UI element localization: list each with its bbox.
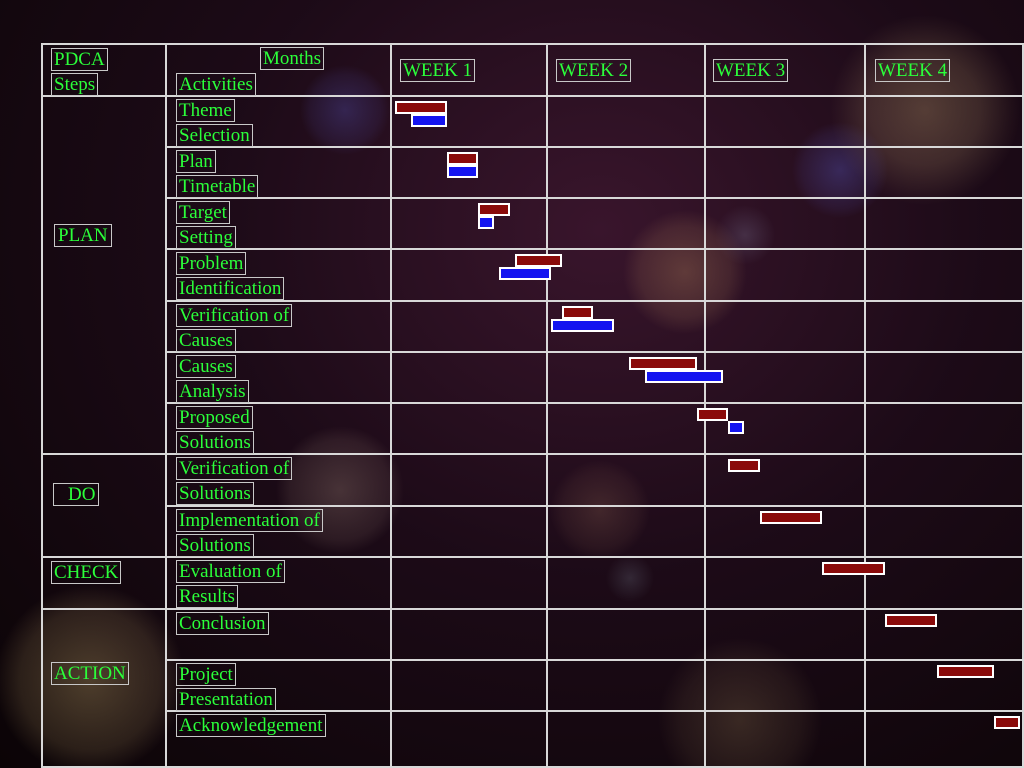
activity-label-line2: Setting — [176, 226, 236, 249]
grid-hline — [41, 43, 1024, 45]
actual-bar — [410, 114, 448, 127]
grid-vline — [165, 43, 167, 766]
actual-bar — [728, 421, 745, 434]
grid-hline — [165, 197, 1024, 199]
grid-hline — [41, 95, 1024, 97]
activity-label-line1: Proposed — [176, 406, 253, 429]
activity-label-line1: Problem — [176, 252, 247, 275]
activity-label-line2: Solutions — [176, 534, 254, 557]
activity-label-line1: Evaluation of — [176, 560, 285, 583]
activity-label-line2: Analysis — [176, 380, 249, 403]
actual-bar — [551, 319, 614, 332]
step-check: CHECK — [51, 561, 122, 584]
activity-label-line2: Identification — [176, 277, 285, 300]
activity-label-line1: Conclusion — [176, 612, 269, 635]
activities-header: Activities — [176, 73, 256, 96]
grid-vline — [41, 43, 43, 766]
week-1-header: WEEK 1 — [400, 59, 476, 82]
grid-hline — [165, 659, 1024, 661]
grid-hline — [165, 146, 1024, 148]
pdca-header-line1: PDCA — [51, 48, 108, 71]
activity-label-line2: Selection — [176, 124, 253, 147]
step-plan: PLAN — [54, 224, 112, 247]
pdca-header-line2: Steps — [51, 73, 99, 96]
planned-bar — [447, 152, 479, 165]
activity-label-line2: Timetable — [176, 175, 259, 198]
planned-bar — [697, 408, 729, 421]
step-action: ACTION — [51, 662, 129, 685]
week-3-header: WEEK 3 — [713, 59, 789, 82]
actual-bar — [499, 267, 552, 280]
grid-hline — [165, 402, 1024, 404]
grid-hline — [165, 248, 1024, 250]
activity-label-line2: Results — [176, 585, 238, 608]
grid-vline — [704, 43, 706, 766]
activity-label-line2: Solutions — [176, 482, 254, 505]
grid-hline — [165, 505, 1024, 507]
planned-bar — [936, 665, 995, 678]
actual-bar — [447, 165, 479, 178]
step-do: DO — [53, 483, 100, 506]
planned-bar — [884, 614, 937, 627]
planned-bar — [759, 511, 823, 524]
planned-bar — [728, 459, 760, 472]
grid-hline — [41, 453, 1024, 455]
activity-label-line1: Verification of — [176, 457, 293, 480]
activity-label-line1: Theme — [176, 99, 235, 122]
planned-bar — [561, 306, 593, 319]
activity-label-line1: Verification of — [176, 304, 293, 327]
planned-bar — [822, 562, 885, 575]
grid-vline — [1022, 43, 1024, 766]
activity-label-line1: Implementation of — [176, 509, 323, 532]
grid-vline — [390, 43, 392, 766]
actual-bar — [645, 370, 724, 383]
activity-label-line1: Target — [176, 201, 230, 224]
grid-hline — [41, 766, 1024, 768]
grid-hline — [41, 608, 1024, 610]
grid-hline — [41, 556, 1024, 558]
grid-vline — [546, 43, 548, 766]
planned-bar — [994, 716, 1021, 729]
actual-bar — [478, 216, 494, 229]
grid-hline — [165, 300, 1024, 302]
planned-bar — [478, 203, 510, 216]
planned-bar — [395, 101, 448, 114]
activity-label-line1: Plan — [176, 150, 216, 173]
months-header: Months — [260, 47, 325, 70]
activity-label-line2: Presentation — [176, 688, 276, 711]
activity-label-line1: Acknowledgement — [176, 714, 326, 737]
activity-label-line1: Causes — [176, 355, 236, 378]
grid-hline — [165, 351, 1024, 353]
grid-vline — [864, 43, 866, 766]
activity-label-line2: Causes — [176, 329, 236, 352]
week-4-header: WEEK 4 — [875, 59, 951, 82]
activity-label-line2: Solutions — [176, 431, 254, 454]
planned-bar — [629, 357, 698, 370]
planned-bar — [514, 254, 562, 267]
week-2-header: WEEK 2 — [556, 59, 632, 82]
grid-hline — [165, 710, 1024, 712]
activity-label-line1: Project — [176, 663, 236, 686]
